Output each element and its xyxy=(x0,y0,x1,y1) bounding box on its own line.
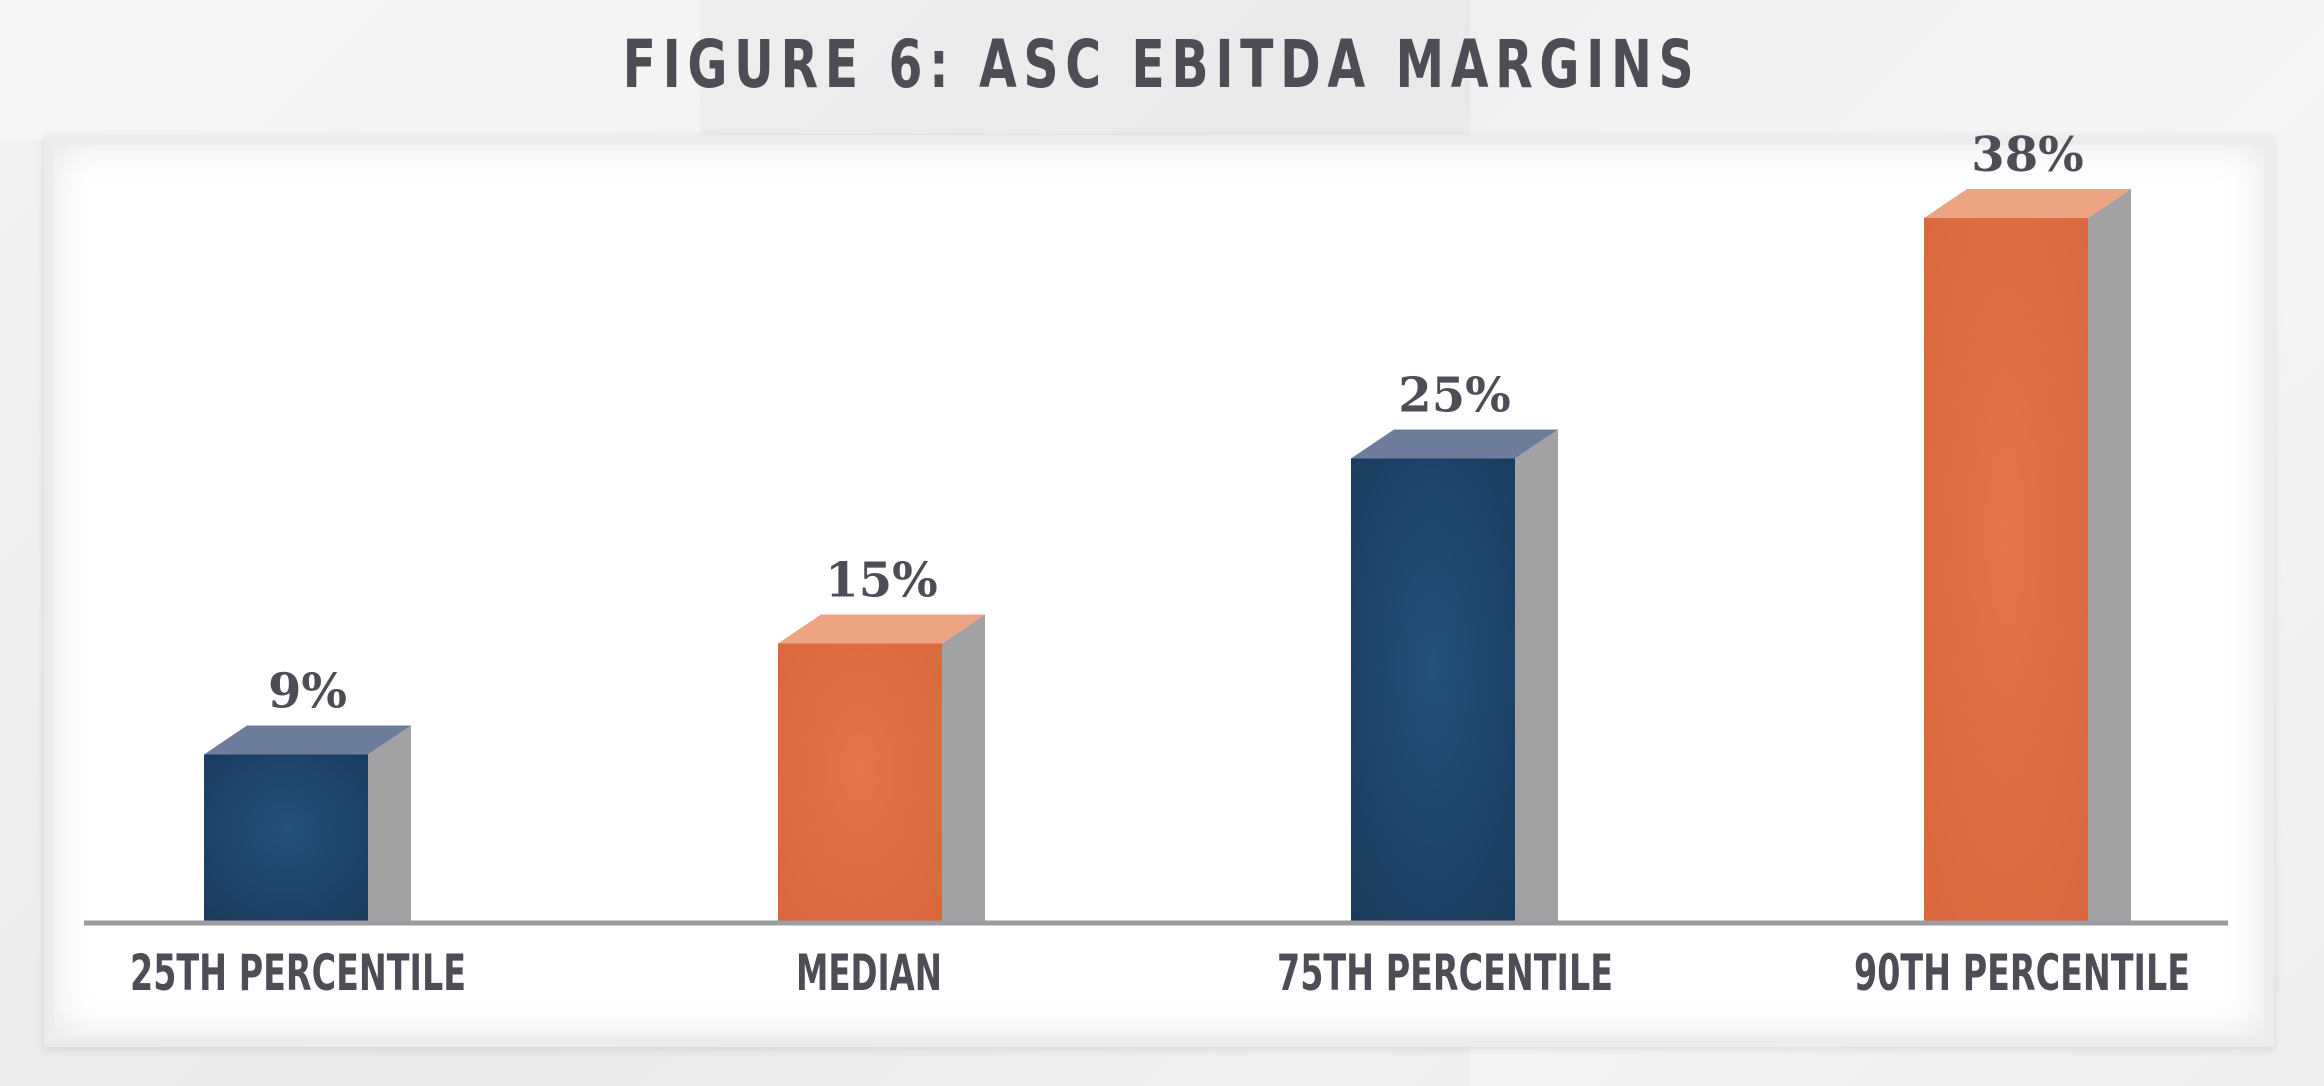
value-label: 15% xyxy=(825,553,937,609)
bar-side-face xyxy=(2088,189,2131,921)
value-label: 25% xyxy=(1398,368,1510,424)
bar-side-face xyxy=(368,725,411,921)
bar-25th-percentile xyxy=(204,754,368,921)
bar-top-face xyxy=(778,614,985,644)
bar-side-face xyxy=(942,614,985,921)
chart-panel xyxy=(44,135,2274,1047)
category-label: 90TH PERCENTILE xyxy=(1854,944,2190,1002)
bars-layer xyxy=(204,189,2131,921)
bar-median xyxy=(778,643,942,921)
chart-title: FIGURE 6: ASC EBITDA MARGINS xyxy=(622,26,1701,103)
value-label: 38% xyxy=(1971,127,2083,183)
bar-top-face xyxy=(204,725,411,755)
value-label: 9% xyxy=(268,664,347,720)
labels-layer: 9% 25TH PERCENTILE 15% MEDIAN 25% 75TH PERCEN… xyxy=(130,127,2190,1002)
bar-top-face xyxy=(1351,429,1558,459)
bar-90th-percentile xyxy=(1924,218,2088,921)
bar-side-face xyxy=(1515,429,1558,921)
category-label: MEDIAN xyxy=(796,944,942,1002)
bar-75th-percentile xyxy=(1351,458,1515,921)
category-label: 25TH PERCENTILE xyxy=(130,944,466,1002)
category-label: 75TH PERCENTILE xyxy=(1277,944,1613,1002)
bar-top-face xyxy=(1924,189,2131,218)
background-shape xyxy=(0,0,700,140)
